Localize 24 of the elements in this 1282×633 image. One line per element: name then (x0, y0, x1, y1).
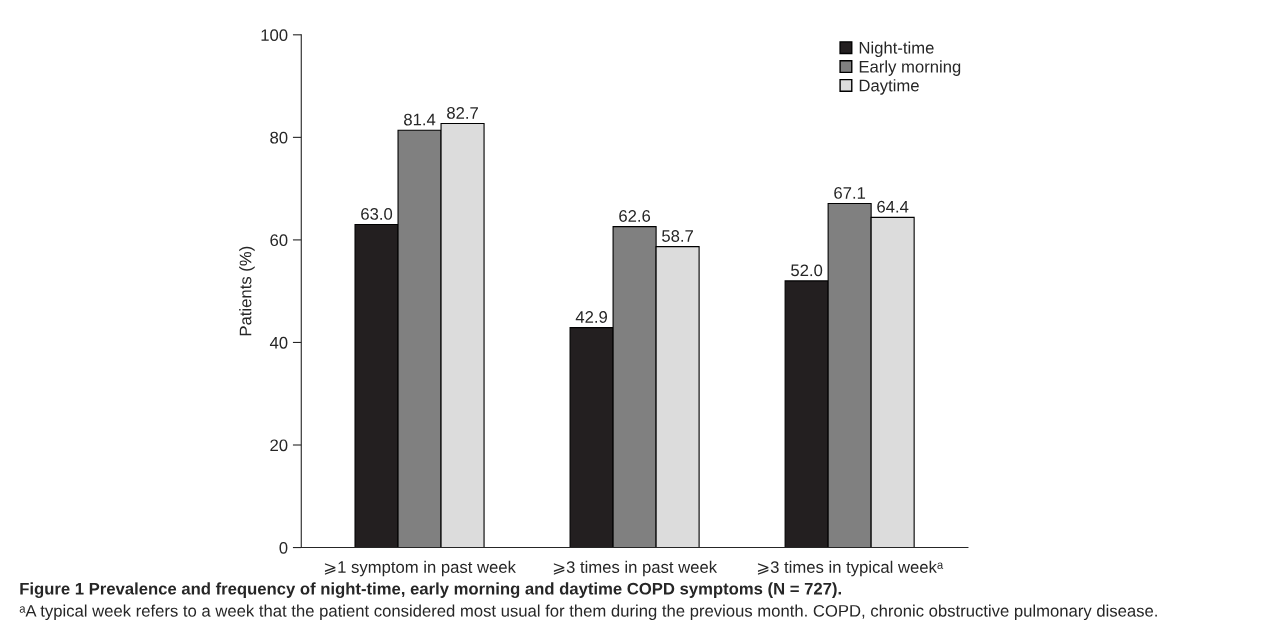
data-label: 63.0 (361, 208, 393, 220)
text: Figure 1 Prevalence and frequency of night-time, early morning and daytime COPD symptoms (N = 727). (20, 582, 841, 598)
data-label: 58.7 (662, 230, 693, 242)
legend-label: Night-time (859, 41, 934, 58)
x-tick-label: ⩾3 times in past week (553, 560, 718, 577)
y-tick-label: 80 (270, 131, 288, 144)
y-tick-label: 100 (261, 29, 288, 42)
y-tick-label: 20 (270, 439, 288, 452)
data-label: 82.7 (447, 107, 478, 119)
legend-label: Daytime (859, 79, 919, 95)
data-label: 52.0 (791, 264, 823, 277)
text: ᵃA typical week refers to a week that the patient considered most usual for them during the previous month. COPD, chronic obstructive pulmonary disease. (19, 604, 1157, 621)
data-label: 62.6 (619, 210, 651, 222)
data-label: 42.9 (575, 311, 608, 323)
data-label: 81.4 (404, 113, 436, 126)
data-label: 64.4 (877, 200, 909, 213)
legend-label: Early morning (859, 60, 961, 76)
y-axis-title: Patients (%) (239, 246, 255, 336)
x-tick-label: ⩾3 times in typical weekᵃ (757, 560, 944, 577)
y-tick-label: 0 (279, 541, 288, 554)
y-tick-label: 40 (269, 336, 288, 349)
x-tick-label: ⩾1 symptom in past week (324, 560, 516, 577)
data-label: 67.1 (834, 187, 866, 199)
y-tick-label: 60 (270, 234, 288, 247)
